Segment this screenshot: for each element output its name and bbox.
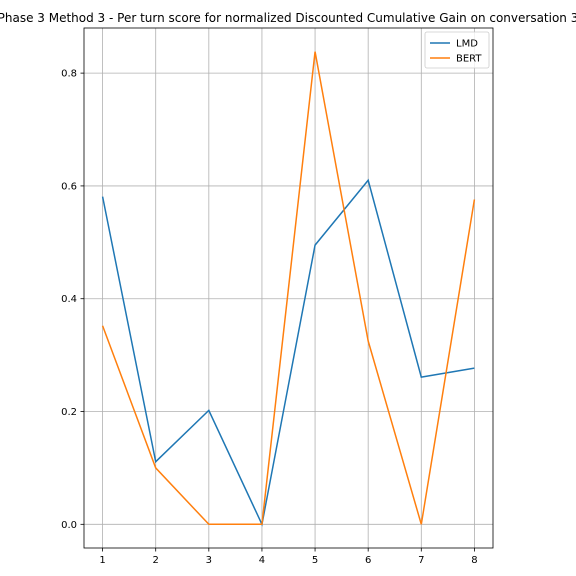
x-tick-label: 4 xyxy=(259,555,265,566)
x-tick-label: 7 xyxy=(418,555,424,566)
chart-title: Phase 3 Method 3 - Per turn score for no… xyxy=(0,11,576,25)
y-tick-label: 0.4 xyxy=(61,294,77,305)
y-tick-label: 0.0 xyxy=(61,520,77,531)
plot-frame xyxy=(83,27,494,549)
y-tick-label: 0.6 xyxy=(61,181,77,192)
legend: LMD BERT xyxy=(424,31,490,69)
axes: 1 2 3 4 5 6 7 8 0.0 0.2 0.4 0.6 0.8 xyxy=(61,69,478,566)
grid xyxy=(84,28,493,548)
series-line-bert xyxy=(101,51,476,526)
x-tick-label: 5 xyxy=(312,555,318,566)
series-line-lmd xyxy=(101,178,475,527)
legend-label-bert: BERT xyxy=(456,54,482,65)
x-tick-label: 3 xyxy=(206,555,212,566)
legend-label-lmd: LMD xyxy=(456,39,478,50)
legend-box xyxy=(424,31,490,69)
y-tick-label: 0.2 xyxy=(61,407,77,418)
x-tick-label: 2 xyxy=(153,555,159,566)
y-tick-label: 0.8 xyxy=(61,69,77,80)
x-tick-label: 1 xyxy=(99,555,105,566)
x-tick-label: 6 xyxy=(365,555,371,566)
series-lines xyxy=(101,51,476,527)
x-tick-label: 8 xyxy=(471,555,477,566)
